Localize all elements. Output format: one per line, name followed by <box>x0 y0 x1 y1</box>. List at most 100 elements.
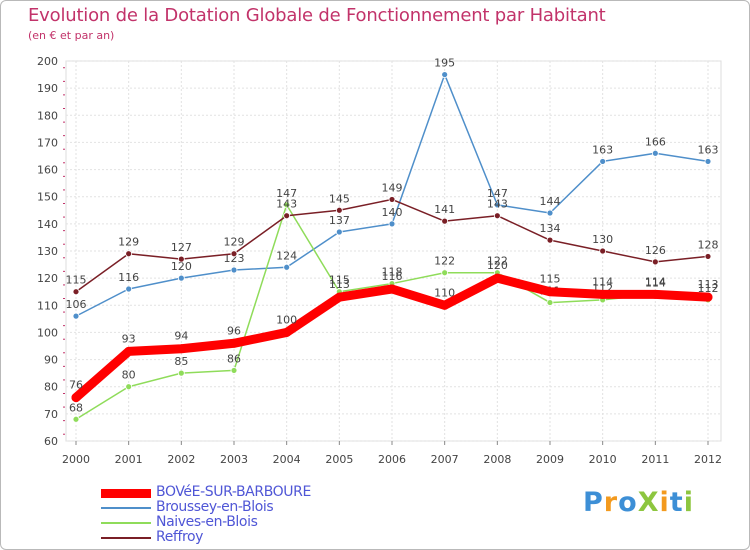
x-tick-label: 2004 <box>273 453 301 466</box>
data-label: 115 <box>329 274 350 287</box>
data-point <box>492 273 502 283</box>
x-tick-label: 2009 <box>536 453 564 466</box>
data-point <box>283 263 291 271</box>
data-label: 115 <box>540 273 561 286</box>
data-point <box>545 287 555 297</box>
y-tick-label: 130 <box>37 245 58 258</box>
data-point <box>72 415 80 423</box>
data-point <box>650 289 660 299</box>
x-tick-label: 2002 <box>167 453 195 466</box>
data-label: 100 <box>276 313 297 326</box>
x-tick-label: 2008 <box>483 453 511 466</box>
data-point <box>176 344 186 354</box>
data-point <box>441 217 449 225</box>
data-label: 80 <box>122 369 136 382</box>
data-label: 129 <box>224 236 245 249</box>
data-label: 120 <box>171 260 192 273</box>
data-label: 163 <box>698 143 719 156</box>
legend-swatch <box>101 522 151 524</box>
data-label: 147 <box>487 187 508 200</box>
data-point <box>72 288 80 296</box>
data-label: 68 <box>69 401 83 414</box>
proxiti-logo: ProXiti <box>583 487 694 518</box>
data-point <box>651 149 659 157</box>
data-point <box>125 383 133 391</box>
data-label: 123 <box>224 252 245 265</box>
data-label: 94 <box>174 330 188 343</box>
data-point <box>387 284 397 294</box>
data-point <box>704 253 712 260</box>
x-tick-label: 2007 <box>431 453 459 466</box>
x-tick-label: 2010 <box>589 453 617 466</box>
y-tick-label: 150 <box>37 191 58 204</box>
y-tick-label: 160 <box>37 164 58 177</box>
data-label: 195 <box>434 57 455 70</box>
y-tick-label: 200 <box>37 55 58 68</box>
data-label: 137 <box>329 214 350 227</box>
data-point <box>441 71 449 78</box>
data-point <box>546 236 554 244</box>
data-point <box>388 196 396 203</box>
data-label: 145 <box>329 192 350 205</box>
data-label: 85 <box>174 355 188 368</box>
x-tick-label: 2001 <box>115 453 143 466</box>
data-label: 128 <box>698 238 719 251</box>
data-point <box>335 228 343 236</box>
data-point <box>230 250 238 258</box>
data-label: 122 <box>487 255 508 268</box>
legend-label: Naives-en-Blois <box>156 514 258 530</box>
x-tick-label: 2003 <box>220 453 248 466</box>
data-label: 106 <box>66 298 87 311</box>
data-point <box>546 209 554 217</box>
y-tick-label: 190 <box>37 82 58 95</box>
data-point <box>335 206 343 214</box>
legend-label: Reffroy <box>156 529 204 545</box>
legend-label: Broussey-en-Blois <box>156 499 274 515</box>
data-label: 114 <box>645 276 666 289</box>
data-label: 114 <box>645 275 666 288</box>
y-tick-label: 140 <box>37 218 58 231</box>
data-label: 120 <box>487 259 508 272</box>
y-tick-label: 120 <box>37 272 58 285</box>
data-point <box>282 327 292 337</box>
data-label: 112 <box>698 282 719 295</box>
data-point <box>283 201 291 209</box>
data-label: 116 <box>118 271 139 284</box>
y-tick-label: 170 <box>37 136 58 149</box>
data-point <box>177 369 185 377</box>
x-tick-label: 2006 <box>378 453 406 466</box>
y-tick-label: 100 <box>37 326 58 339</box>
data-point <box>546 299 554 306</box>
data-label: 118 <box>382 266 403 279</box>
data-label: 96 <box>227 324 241 337</box>
data-point <box>493 201 501 209</box>
y-tick-label: 90 <box>44 354 58 367</box>
legend-swatch <box>101 507 151 509</box>
data-label: 124 <box>276 249 297 262</box>
x-tick-label: 2005 <box>325 453 353 466</box>
y-tick-label: 180 <box>37 109 58 122</box>
data-label: 86 <box>227 352 241 365</box>
y-tick-label: 60 <box>44 435 58 448</box>
data-point <box>230 266 238 274</box>
data-label: 166 <box>645 135 666 148</box>
data-point <box>493 212 501 220</box>
data-point <box>703 292 713 302</box>
data-point <box>125 285 133 293</box>
data-point <box>441 269 449 277</box>
data-point <box>599 247 607 255</box>
data-point <box>334 292 344 302</box>
data-label: 144 <box>540 195 561 208</box>
x-tick-label: 2000 <box>62 453 90 466</box>
data-label: 163 <box>592 143 613 156</box>
data-label: 130 <box>592 233 613 246</box>
data-point <box>177 274 185 282</box>
data-label: 149 <box>382 181 403 194</box>
data-point <box>125 250 133 258</box>
y-tick-label: 70 <box>44 408 58 421</box>
y-tick-label: 110 <box>37 299 58 312</box>
data-point <box>704 158 712 165</box>
data-point <box>599 158 607 165</box>
